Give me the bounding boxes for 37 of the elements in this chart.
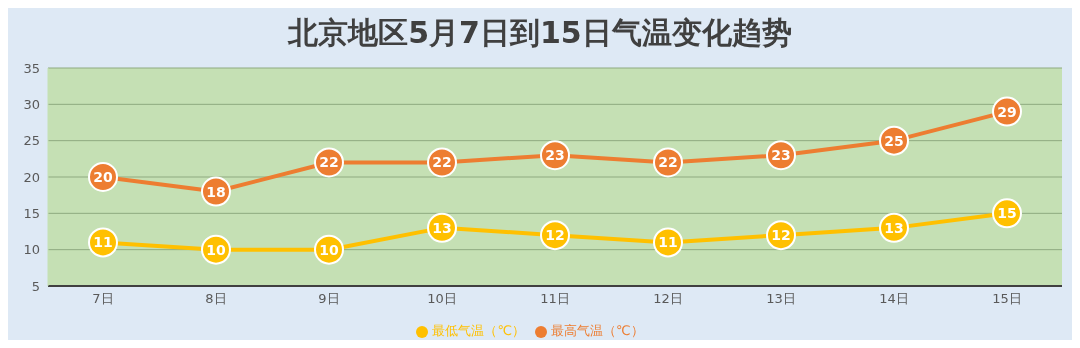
data-label: 10 [206,241,226,258]
data-label: 12 [545,227,565,244]
data-label: 11 [658,234,678,251]
y-tick-label: 5 [31,278,40,294]
y-tick-label: 15 [23,205,40,221]
x-tick-label: 13日 [766,291,796,307]
x-tick-label: 9日 [318,291,340,307]
data-label: 13 [432,219,452,236]
data-label: 20 [93,168,113,185]
x-tick-label: 11日 [540,291,570,307]
data-label: 10 [319,241,339,258]
y-tick-label: 25 [23,133,40,149]
x-tick-label: 7日 [92,291,114,307]
data-label: 25 [884,132,904,149]
data-label: 22 [658,154,678,171]
data-label: 22 [319,154,339,171]
data-label: 13 [884,219,904,236]
data-label: 23 [771,147,791,164]
data-label: 22 [432,154,452,171]
x-tick-label: 8日 [205,291,227,307]
data-label: 12 [771,227,791,244]
data-label: 15 [997,205,1017,222]
x-tick-label: 15日 [992,291,1022,307]
x-tick-label: 10日 [427,291,457,307]
data-label: 18 [206,183,226,200]
legend-label: 最低气温（℃） [432,323,525,338]
legend-label: 最高气温（℃） [551,323,644,338]
data-label: 23 [545,147,565,164]
y-tick-label: 20 [23,169,40,185]
data-label: 29 [997,103,1017,120]
data-label: 11 [93,234,113,251]
y-tick-label: 35 [23,60,40,76]
chart-title: 北京地区5月7日到15日气温变化趋势 [286,14,793,52]
y-tick-label: 30 [23,96,40,112]
y-tick-label: 10 [23,242,40,258]
x-tick-label: 12日 [653,291,683,307]
x-tick-label: 14日 [879,291,909,307]
